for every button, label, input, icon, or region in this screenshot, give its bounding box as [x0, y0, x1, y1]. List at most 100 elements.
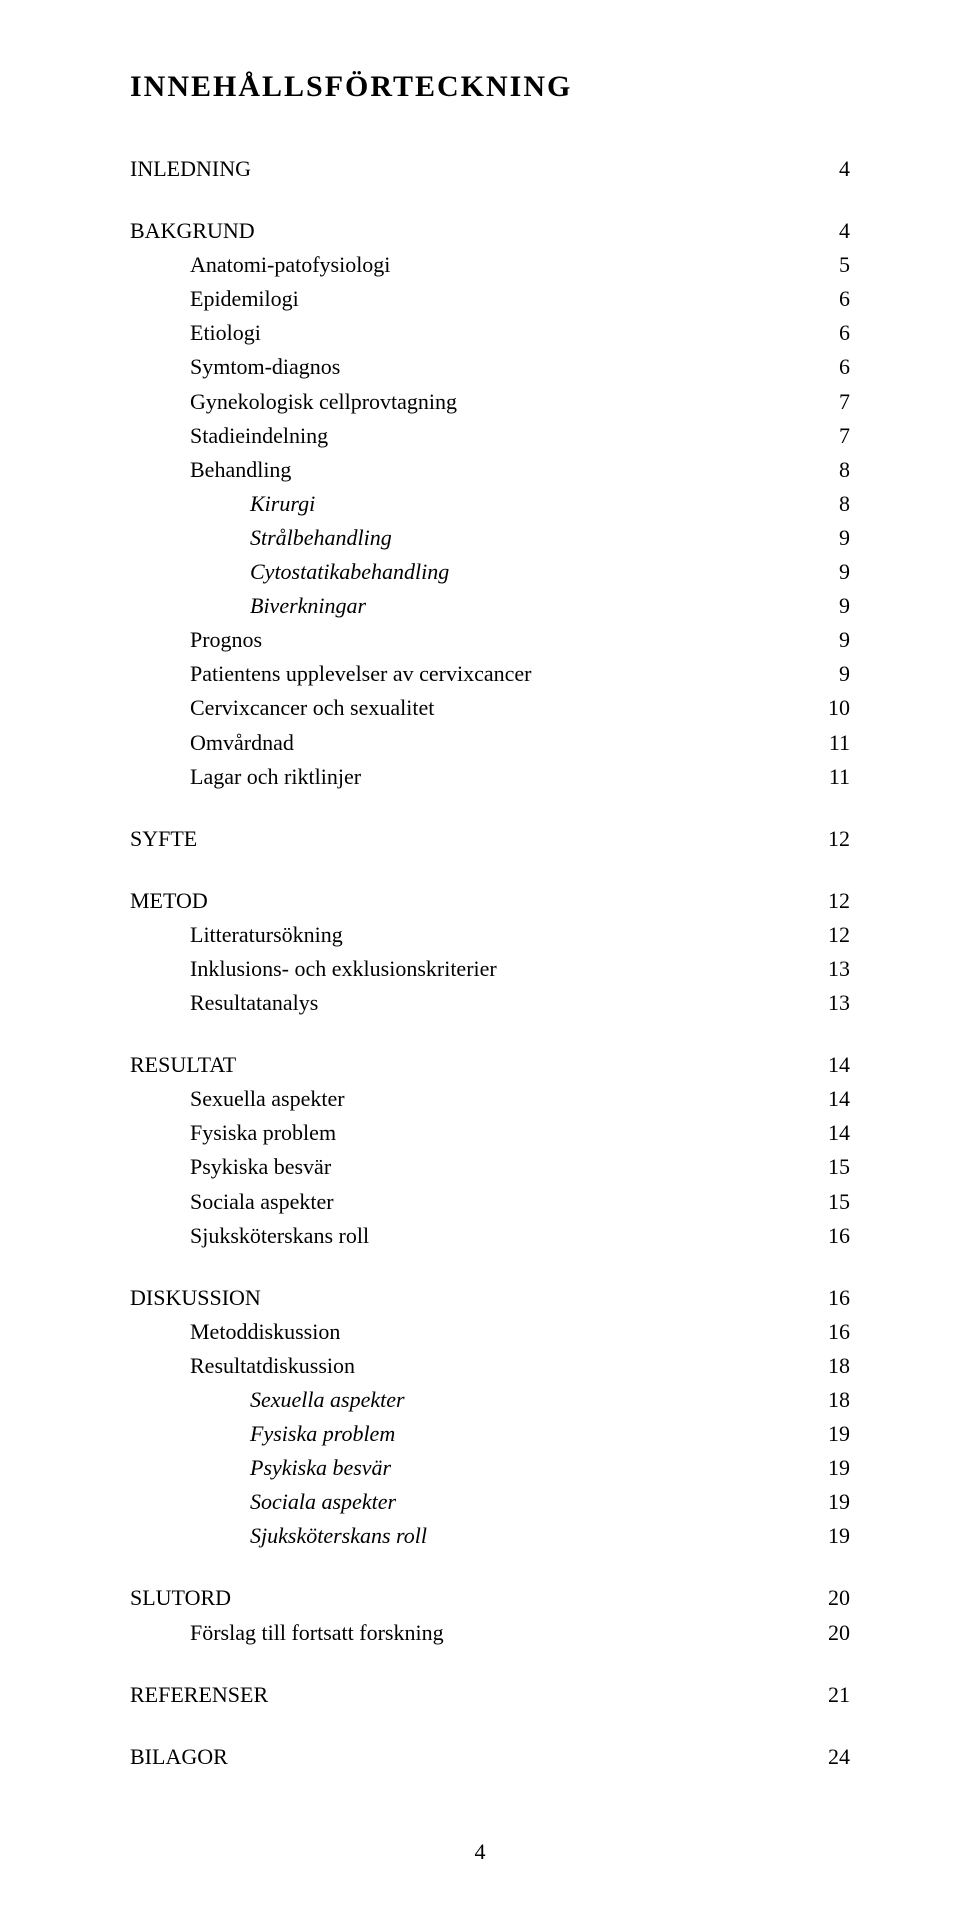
toc-row: BILAGOR24: [130, 1740, 850, 1774]
toc-row: Litteratursökning12: [130, 918, 850, 952]
toc-row: Epidemilogi6: [130, 282, 850, 316]
toc-page: 6: [810, 316, 850, 350]
toc-label: Behandling: [130, 453, 810, 487]
page: INNEHÅLLSFÖRTECKNING INLEDNING4BAKGRUND4…: [0, 0, 960, 1905]
toc-label: Inklusions- och exklusionskriterier: [130, 952, 810, 986]
toc-page: 7: [810, 385, 850, 419]
toc-row: Sociala aspekter19: [130, 1485, 850, 1519]
toc-page: 20: [810, 1581, 850, 1615]
toc-page: 16: [810, 1281, 850, 1315]
toc-page: 4: [810, 152, 850, 186]
toc-label: Resultatanalys: [130, 986, 810, 1020]
page-number: 4: [0, 1839, 960, 1865]
section-gap: [130, 1650, 850, 1678]
toc-label: Psykiska besvär: [130, 1150, 810, 1184]
toc-label: Gynekologisk cellprovtagning: [130, 385, 810, 419]
toc-label: Sexuella aspekter: [130, 1383, 810, 1417]
toc-row: Psykiska besvär19: [130, 1451, 850, 1485]
toc-page: 20: [810, 1616, 850, 1650]
toc-page: 13: [810, 952, 850, 986]
toc-row: Fysiska problem19: [130, 1417, 850, 1451]
toc-page: 12: [810, 822, 850, 856]
toc-label: Litteratursökning: [130, 918, 810, 952]
section-gap: [130, 186, 850, 214]
toc-row: Patientens upplevelser av cervixcancer9: [130, 657, 850, 691]
section-gap: [130, 856, 850, 884]
toc-row: Resultatanalys13: [130, 986, 850, 1020]
toc-label: Etiologi: [130, 316, 810, 350]
toc-label: Biverkningar: [130, 589, 810, 623]
toc-label: Psykiska besvär: [130, 1451, 810, 1485]
toc-page: 14: [810, 1048, 850, 1082]
toc-label: Kirurgi: [130, 487, 810, 521]
toc-page: 6: [810, 350, 850, 384]
toc-row: Sociala aspekter15: [130, 1185, 850, 1219]
toc-row: Cytostatikabehandling9: [130, 555, 850, 589]
section-gap: [130, 794, 850, 822]
toc-label: BILAGOR: [130, 1740, 810, 1774]
toc-row: DISKUSSION16: [130, 1281, 850, 1315]
toc-list: INLEDNING4BAKGRUND4Anatomi-patofysiologi…: [130, 152, 850, 1774]
toc-label: DISKUSSION: [130, 1281, 810, 1315]
toc-label: Omvårdnad: [130, 726, 810, 760]
toc-row: Prognos9: [130, 623, 850, 657]
toc-page: 4: [810, 214, 850, 248]
toc-label: Sociala aspekter: [130, 1485, 810, 1519]
section-gap: [130, 1712, 850, 1740]
toc-label: Sjuksköterskans roll: [130, 1519, 810, 1553]
toc-page: 12: [810, 918, 850, 952]
toc-label: SLUTORD: [130, 1581, 810, 1615]
toc-row: Omvårdnad11: [130, 726, 850, 760]
toc-row: Stadieindelning7: [130, 419, 850, 453]
toc-row: REFERENSER21: [130, 1678, 850, 1712]
section-gap: [130, 1553, 850, 1581]
toc-page: 8: [810, 453, 850, 487]
toc-label: REFERENSER: [130, 1678, 810, 1712]
toc-row: Metoddiskussion16: [130, 1315, 850, 1349]
toc-label: INLEDNING: [130, 152, 810, 186]
toc-page: 19: [810, 1485, 850, 1519]
toc-page: 19: [810, 1519, 850, 1553]
toc-page: 24: [810, 1740, 850, 1774]
toc-label: Stadieindelning: [130, 419, 810, 453]
toc-label: Sociala aspekter: [130, 1185, 810, 1219]
toc-page: 9: [810, 521, 850, 555]
toc-label: Resultatdiskussion: [130, 1349, 810, 1383]
toc-row: Etiologi6: [130, 316, 850, 350]
toc-row: Fysiska problem14: [130, 1116, 850, 1150]
toc-label: METOD: [130, 884, 810, 918]
toc-page: 7: [810, 419, 850, 453]
toc-label: Fysiska problem: [130, 1116, 810, 1150]
toc-page: 18: [810, 1383, 850, 1417]
toc-label: Strålbehandling: [130, 521, 810, 555]
toc-page: 6: [810, 282, 850, 316]
toc-row: Kirurgi8: [130, 487, 850, 521]
toc-label: Cytostatikabehandling: [130, 555, 810, 589]
toc-page: 9: [810, 657, 850, 691]
toc-page: 19: [810, 1451, 850, 1485]
section-gap: [130, 1020, 850, 1048]
toc-label: Symtom-diagnos: [130, 350, 810, 384]
toc-label: Lagar och riktlinjer: [130, 760, 810, 794]
toc-row: Sjuksköterskans roll16: [130, 1219, 850, 1253]
toc-row: Sjuksköterskans roll19: [130, 1519, 850, 1553]
toc-row: Lagar och riktlinjer11: [130, 760, 850, 794]
toc-label: Fysiska problem: [130, 1417, 810, 1451]
toc-row: RESULTAT14: [130, 1048, 850, 1082]
page-title: INNEHÅLLSFÖRTECKNING: [130, 70, 850, 104]
toc-page: 9: [810, 589, 850, 623]
toc-page: 21: [810, 1678, 850, 1712]
toc-row: Gynekologisk cellprovtagning7: [130, 385, 850, 419]
toc-row: Biverkningar9: [130, 589, 850, 623]
toc-label: RESULTAT: [130, 1048, 810, 1082]
toc-label: Sjuksköterskans roll: [130, 1219, 810, 1253]
toc-label: Sexuella aspekter: [130, 1082, 810, 1116]
toc-page: 8: [810, 487, 850, 521]
toc-row: SYFTE12: [130, 822, 850, 856]
toc-page: 13: [810, 986, 850, 1020]
toc-row: SLUTORD20: [130, 1581, 850, 1615]
toc-label: Patientens upplevelser av cervixcancer: [130, 657, 810, 691]
toc-page: 15: [810, 1185, 850, 1219]
toc-page: 9: [810, 555, 850, 589]
toc-page: 12: [810, 884, 850, 918]
